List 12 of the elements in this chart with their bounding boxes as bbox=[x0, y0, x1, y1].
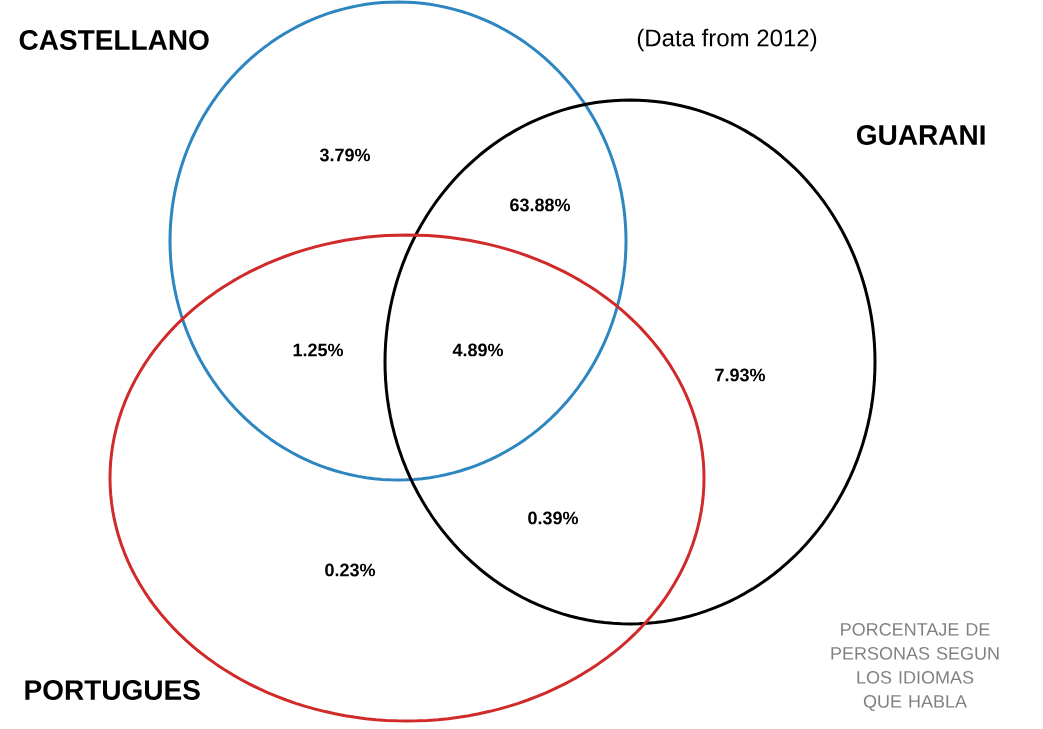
data-label: 4.89% bbox=[452, 343, 504, 357]
data-label: 0.23% bbox=[325, 563, 376, 577]
text: CASTELLANO bbox=[19, 30, 209, 50]
data-label: 3.79% bbox=[319, 148, 371, 162]
data-label: 7.93% bbox=[715, 368, 766, 382]
text: PORCENTAJE DE PERSONAS SEGUN LOS IDIOMAS QUE HABLA bbox=[831, 623, 999, 711]
data-label: 63.88% bbox=[510, 198, 571, 212]
data-label: 1.25% bbox=[293, 343, 344, 357]
text: PORTUGUES bbox=[25, 680, 200, 700]
text: (Data from 2012) bbox=[637, 28, 817, 52]
text: GUARANI bbox=[856, 125, 985, 145]
data-label: 0.39% bbox=[528, 511, 579, 525]
